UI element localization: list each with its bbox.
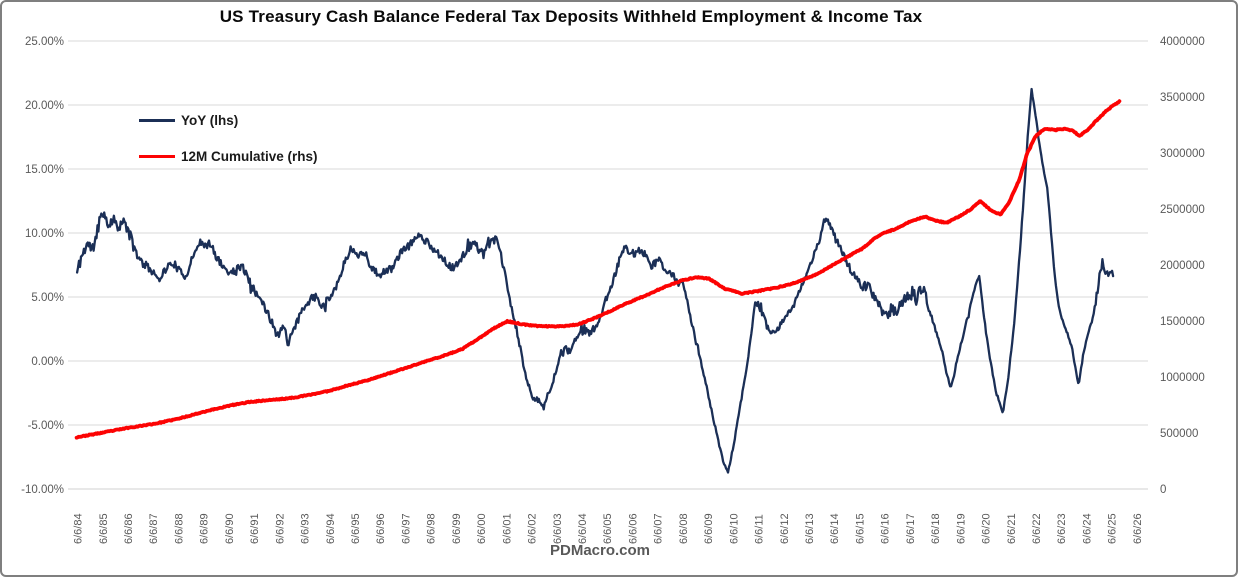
cumulative-line-swatch xyxy=(139,154,175,158)
y-axis-label-left: 5.00% xyxy=(31,292,64,304)
y-axis-label-right: 3500000 xyxy=(1160,92,1205,104)
x-axis-label: 6/6/88 xyxy=(174,513,186,544)
x-axis-label: 6/6/97 xyxy=(401,513,413,544)
y-axis-label-right: 2000000 xyxy=(1160,260,1205,272)
x-axis-label: 6/6/12 xyxy=(779,513,791,544)
x-axis-label: 6/6/85 xyxy=(98,513,110,544)
y-axis-label-left: 0.00% xyxy=(31,356,64,368)
x-axis-label: 6/6/84 xyxy=(73,513,85,544)
x-axis-label: 6/6/10 xyxy=(728,513,740,544)
yoy-line-swatch xyxy=(139,118,175,122)
x-axis-label: 6/6/26 xyxy=(1132,513,1144,544)
x-axis-label: 6/6/14 xyxy=(829,513,841,544)
chart-title: US Treasury Cash Balance Federal Tax Dep… xyxy=(219,7,923,26)
chart-legend: YoY (lhs) 12M Cumulative (rhs) xyxy=(139,110,318,182)
x-axis-label: 6/6/09 xyxy=(703,513,715,544)
x-axis-label: 6/6/21 xyxy=(1006,513,1018,544)
x-axis-label: 6/6/06 xyxy=(628,513,640,544)
y-axis-label-right: 2500000 xyxy=(1160,204,1205,216)
x-axis-label: 6/6/02 xyxy=(527,513,539,544)
x-axis-label: 6/6/91 xyxy=(249,513,261,544)
x-axis-label: 6/6/87 xyxy=(148,513,160,544)
y-axis-label-left: 10.00% xyxy=(25,228,64,240)
x-axis-label: 6/6/93 xyxy=(300,513,312,544)
x-axis-label: 6/6/13 xyxy=(804,513,816,544)
x-axis-label: 6/6/90 xyxy=(224,513,236,544)
y-axis-label-right: 1000000 xyxy=(1160,372,1205,384)
x-axis-label: 6/6/16 xyxy=(880,513,892,544)
legend-label-12m-cumulative: 12M Cumulative (rhs) xyxy=(181,148,318,164)
x-axis-label: 6/6/24 xyxy=(1082,513,1094,544)
x-axis-label: 6/6/25 xyxy=(1107,513,1119,544)
x-axis-label: 6/6/86 xyxy=(123,513,135,544)
legend-item-yoy[interactable]: YoY (lhs) xyxy=(139,110,318,130)
x-axis-label: 6/6/19 xyxy=(955,513,967,544)
x-axis-label: 6/6/15 xyxy=(855,513,867,544)
x-axis-label: 6/6/07 xyxy=(653,513,665,544)
y-axis-label-right: 4000000 xyxy=(1160,36,1205,48)
x-axis-label: 6/6/95 xyxy=(350,513,362,544)
x-axis-label: 6/6/20 xyxy=(981,513,993,544)
y-axis-label-left: -10.00% xyxy=(21,484,64,496)
x-axis-label: 6/6/11 xyxy=(754,514,766,544)
x-axis-label: 6/6/01 xyxy=(501,513,513,544)
x-axis-label: 6/6/98 xyxy=(426,513,438,544)
watermark-pdmacro: PDMacro.com xyxy=(549,542,651,559)
y-axis-label-left: -5.00% xyxy=(28,420,64,432)
x-axis-label: 6/6/94 xyxy=(325,513,337,544)
x-axis-label: 6/6/22 xyxy=(1031,513,1043,544)
series-12m-cumulative-line xyxy=(74,99,1122,440)
y-axis-label-left: 25.00% xyxy=(25,36,64,48)
x-axis-label: 6/6/17 xyxy=(905,513,917,544)
y-axis-label-right: 0 xyxy=(1160,484,1166,496)
x-axis-label: 6/6/89 xyxy=(199,513,211,544)
x-axis-label: 6/6/03 xyxy=(552,513,564,544)
legend-label-yoy: YoY (lhs) xyxy=(181,112,239,128)
series-yoy-line xyxy=(75,87,1115,474)
x-axis-label: 6/6/92 xyxy=(274,513,286,544)
x-axis-label: 6/6/99 xyxy=(451,513,463,544)
y-axis-label-right: 1500000 xyxy=(1160,316,1205,328)
x-axis-label: 6/6/23 xyxy=(1056,513,1068,544)
legend-item-12m-cumulative[interactable]: 12M Cumulative (rhs) xyxy=(139,146,318,166)
x-axis-label: 6/6/08 xyxy=(678,513,690,544)
x-axis-label: 6/6/00 xyxy=(476,513,488,544)
x-axis-label: 6/6/18 xyxy=(930,513,942,544)
x-axis-label: 6/6/96 xyxy=(375,513,387,544)
y-axis-label-right: 3000000 xyxy=(1160,148,1205,160)
x-axis-label: 6/6/05 xyxy=(602,513,614,544)
y-axis-label-right: 500000 xyxy=(1160,428,1198,440)
x-axis-label: 6/6/04 xyxy=(577,513,589,544)
y-axis-label-left: 15.00% xyxy=(25,164,64,176)
y-axis-label-left: 20.00% xyxy=(25,100,64,112)
